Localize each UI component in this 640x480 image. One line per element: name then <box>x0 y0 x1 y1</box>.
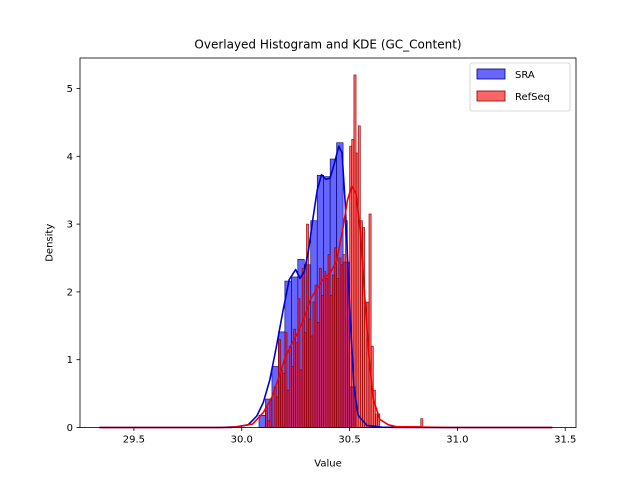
bar-refseq <box>295 342 299 428</box>
y-tick-label: 5 <box>67 84 73 95</box>
y-tick-label: 0 <box>67 423 73 434</box>
kde-line-refseq <box>99 185 553 429</box>
bar-refseq <box>332 274 335 428</box>
bar-refseq <box>357 125 361 428</box>
bar-refseq <box>353 74 357 428</box>
y-tick-label: 3 <box>67 220 73 231</box>
x-tick-label: 30.0 <box>231 435 253 446</box>
legend-swatch-refseq <box>476 90 506 102</box>
bar-refseq <box>336 278 340 428</box>
bar-refseq <box>420 418 424 428</box>
bar-refseq <box>310 335 314 428</box>
y-tick-label: 2 <box>67 287 73 298</box>
y-axis: 0 1 2 3 4 5 <box>67 84 80 434</box>
bar-refseq <box>301 267 305 428</box>
kde-layer <box>99 145 553 429</box>
bar-refseq <box>275 396 279 428</box>
legend-label-refseq: RefSeq <box>515 92 550 103</box>
bar-refseq <box>265 406 268 428</box>
chart-title: Overlayed Histogram and KDE (GC_Content) <box>194 38 461 52</box>
bar-refseq <box>312 301 316 428</box>
bar-refseq <box>278 339 281 428</box>
bar-refseq <box>329 294 333 428</box>
bar-refseq <box>308 318 312 428</box>
bar-refseq <box>282 372 286 428</box>
y-axis-label: Density <box>45 224 56 262</box>
bar-refseq <box>368 213 372 428</box>
x-tick-label: 30.5 <box>338 435 360 446</box>
plot-frame <box>79 57 577 428</box>
bar-refseq <box>327 254 331 428</box>
bar-refseq <box>297 298 301 428</box>
bar-refseq <box>288 345 292 428</box>
bar-refseq <box>321 294 324 428</box>
legend-label-sra: SRA <box>515 70 535 81</box>
bar-refseq <box>375 413 378 428</box>
x-tick-label: 31.5 <box>554 435 576 446</box>
bar-refseq <box>342 254 346 428</box>
bar-refseq <box>267 420 271 428</box>
x-axis: 29.5 30.0 30.5 31.0 31.5 <box>123 427 576 446</box>
bar-refseq <box>284 332 288 428</box>
bar-refseq <box>325 278 329 428</box>
x-axis-label: Value <box>314 459 341 470</box>
bar-refseq <box>299 369 303 428</box>
bar-refseq <box>319 267 322 428</box>
kde-line-sra <box>99 145 553 429</box>
x-tick-label: 31.0 <box>446 435 468 446</box>
bar-refseq <box>280 369 284 428</box>
bar-refseq <box>293 328 296 428</box>
bar-refseq <box>314 284 318 428</box>
bar-refseq <box>291 366 294 428</box>
legend: SRA RefSeq <box>469 62 571 112</box>
bar-refseq <box>273 386 277 428</box>
bar-refseq <box>323 271 327 428</box>
bar-refseq <box>316 322 320 428</box>
bar-refseq <box>303 332 307 428</box>
bar-refseq <box>340 264 344 428</box>
bar-refseq <box>286 389 290 428</box>
y-tick-label: 1 <box>67 355 73 366</box>
y-tick-label: 4 <box>67 152 73 163</box>
legend-swatch-sra <box>476 68 506 80</box>
bar-refseq <box>338 257 342 428</box>
bar-refseq <box>269 400 273 428</box>
bar-refseq <box>334 247 337 428</box>
x-tick-label: 29.5 <box>123 435 145 446</box>
